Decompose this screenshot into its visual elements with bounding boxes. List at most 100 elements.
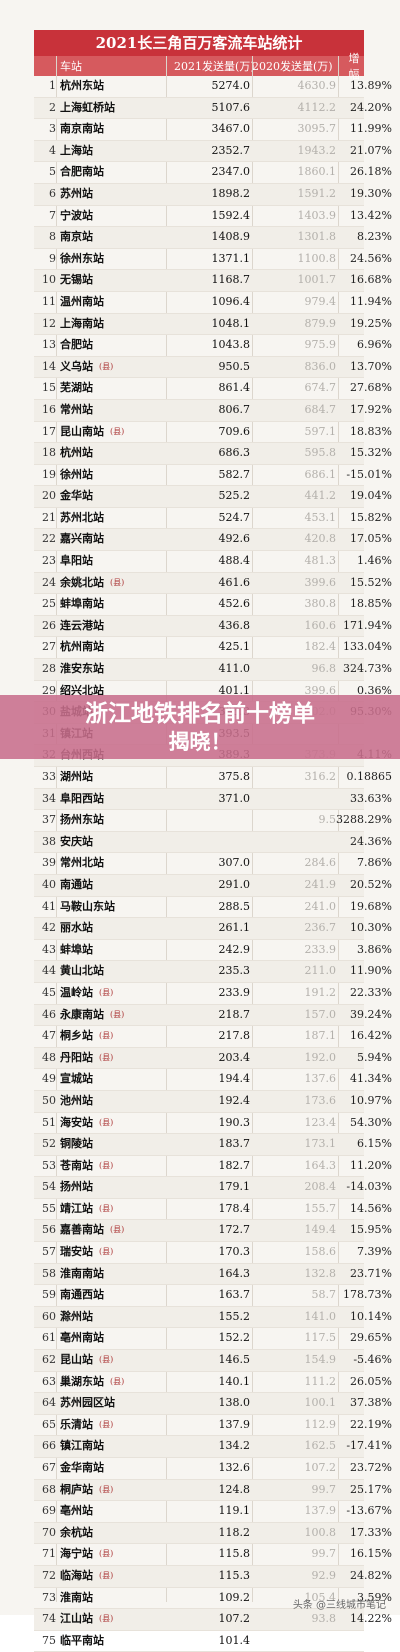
volume-2020-cell: 160.6 — [304, 618, 337, 632]
volume-2021-cell: 411.0 — [218, 662, 251, 676]
rank-cell: 43 — [42, 942, 56, 956]
volume-2021-cell: 138.0 — [218, 1396, 251, 1410]
rank-cell: 20 — [42, 489, 56, 503]
volume-2021-cell: 118.2 — [218, 1525, 251, 1539]
rank-cell: 38 — [42, 834, 56, 848]
table-row: 16 常州站 806.7 684.7 17.92% — [34, 399, 392, 422]
volume-2021-cell: 1371.1 — [211, 251, 251, 265]
growth-cell: 10.14% — [350, 1309, 392, 1323]
table-row: 45 温岭站 (县) 233.9 191.2 22.33% — [34, 983, 392, 1005]
rank-cell: 46 — [42, 1007, 56, 1021]
growth-cell: 3.86% — [357, 942, 392, 956]
station-name-cell: 南京站 — [60, 230, 93, 244]
rank-cell: 51 — [42, 1115, 56, 1129]
volume-2020-cell: 173.6 — [304, 1093, 337, 1107]
volume-2020-cell: 879.9 — [304, 316, 337, 330]
table-row: 50 池州站 192.4 173.6 10.97% — [34, 1090, 392, 1113]
table-row: 49 宣城站 194.4 137.6 41.34% — [34, 1069, 392, 1091]
header-growth: 增幅 — [348, 52, 360, 81]
station-table: 1 杭州东站 5274.0 4630.9 13.89% 2 上海虹桥站 5107.6 4112.… — [34, 76, 392, 1652]
table-row: 41 马鞍山东站 288.5 241.0 19.68% — [34, 897, 392, 919]
rank-cell: 52 — [42, 1137, 56, 1151]
rank-cell: 33 — [42, 770, 56, 783]
divider — [338, 56, 339, 1602]
volume-2020-cell: 112.9 — [304, 1417, 337, 1431]
volume-2020-cell: 453.1 — [304, 510, 337, 524]
station-name-cell: 桐乡站 — [60, 1029, 93, 1043]
growth-cell: 6.96% — [357, 338, 392, 352]
volume-2020-cell: 132.8 — [304, 1266, 337, 1280]
table-row: 29 绍兴北站 401.1 399.6 0.36% — [34, 681, 392, 703]
table-row: 69 亳州站 119.1 137.9 -13.67% — [34, 1501, 392, 1523]
station-name-cell: 宁波站 — [60, 208, 93, 222]
volume-2021-cell: 2352.7 — [211, 143, 251, 157]
station-name-cell: 无锡站 — [60, 273, 93, 287]
volume-2020-cell: 96.8 — [311, 662, 337, 676]
station-name-cell: 巢湖东站 — [60, 1374, 104, 1388]
station-name-cell: 上海虹桥站 — [60, 100, 115, 114]
header-2021: 2021发送量(万) — [174, 60, 255, 73]
station-name-cell: 嘉兴南站 — [60, 532, 104, 546]
station-name-cell: 乐清站 — [60, 1417, 93, 1431]
growth-cell: 13.89% — [350, 79, 392, 92]
volume-2021-cell: 582.7 — [218, 467, 251, 481]
volume-2021-cell: 235.3 — [218, 964, 251, 978]
station-name-cell: 滁州站 — [60, 1309, 93, 1323]
volume-2020-cell: 99.7 — [311, 1547, 337, 1561]
volume-2020-cell: 187.1 — [304, 1029, 337, 1043]
volume-2020-cell: 164.3 — [304, 1158, 337, 1172]
table-row: 63 巢湖东站 (县) 140.1 111.2 26.05% — [34, 1372, 392, 1394]
growth-cell: 26.05% — [350, 1374, 392, 1388]
volume-2020-cell: 117.5 — [304, 1331, 337, 1345]
table-row: 6 苏州站 1898.2 1591.2 19.30% — [34, 183, 392, 206]
growth-cell: 14.56% — [350, 1201, 392, 1215]
rank-cell: 17 — [42, 424, 56, 438]
rank-cell: 6 — [49, 186, 56, 200]
county-tag: (县) — [110, 577, 125, 587]
station-name-cell: 亳州南站 — [60, 1331, 104, 1345]
table-row: 46 永康南站 (县) 218.7 157.0 39.24% — [34, 1004, 392, 1027]
volume-2021-cell: 182.7 — [218, 1158, 251, 1172]
volume-2021-cell: 492.6 — [218, 532, 251, 546]
rank-cell: 16 — [42, 402, 56, 416]
table-row: 17 昆山南站 (县) 709.6 597.1 18.83% — [34, 422, 392, 444]
station-name-cell: 靖江站 — [60, 1201, 93, 1215]
volume-2020-cell: 441.2 — [304, 489, 337, 503]
table-row: 20 金华站 525.2 441.2 19.04% — [34, 486, 392, 508]
rank-cell: 64 — [42, 1396, 56, 1410]
growth-cell: -5.46% — [353, 1353, 392, 1367]
county-tag: (县) — [99, 1549, 114, 1559]
volume-2021-cell: 107.2 — [218, 1612, 251, 1626]
growth-cell: 21.07% — [350, 143, 392, 157]
table-row: 64 苏州园区站 138.0 100.1 37.38% — [34, 1393, 392, 1415]
county-tag: (县) — [99, 1031, 114, 1041]
station-name-cell: 黄山北站 — [60, 964, 104, 978]
rank-cell: 42 — [42, 921, 56, 935]
volume-2021-cell: 3467.0 — [211, 122, 251, 136]
volume-2021-cell: 950.5 — [218, 359, 251, 373]
growth-cell: 3288.29% — [336, 813, 392, 827]
volume-2020-cell: 686.1 — [304, 467, 337, 481]
table-row: 42 丽水站 261.1 236.7 10.30% — [34, 918, 392, 940]
volume-2021-cell: 124.8 — [218, 1482, 251, 1496]
station-name-cell: 杭州东站 — [60, 79, 104, 92]
rank-cell: 1 — [49, 79, 56, 92]
station-name-cell: 余杭站 — [60, 1525, 93, 1539]
volume-2020-cell: 192.0 — [304, 1050, 337, 1064]
table-row: 5 合肥南站 2347.0 1860.1 26.18% — [34, 162, 392, 184]
station-name-cell: 昆山南站 — [60, 424, 104, 438]
table-row: 25 蚌埠南站 452.6 380.8 18.85% — [34, 594, 392, 616]
growth-cell: 29.65% — [350, 1331, 392, 1345]
station-name-cell: 常州站 — [60, 402, 93, 416]
volume-2021-cell: 179.1 — [218, 1180, 251, 1194]
table-row: 53 苍南站 (县) 182.7 164.3 11.20% — [34, 1156, 392, 1178]
table-row: 14 义乌站 (县) 950.5 836.0 13.70% — [34, 356, 392, 379]
volume-2020-cell: 99.7 — [311, 1482, 337, 1496]
rank-cell: 19 — [42, 467, 56, 481]
county-tag: (县) — [99, 1247, 114, 1257]
volume-2020-cell: 236.7 — [304, 921, 337, 935]
growth-cell: 324.73% — [343, 662, 392, 676]
table-row: 28 淮安东站 411.0 96.8 324.73% — [34, 659, 392, 681]
table-row: 3 南京南站 3467.0 3095.7 11.99% — [34, 119, 392, 141]
